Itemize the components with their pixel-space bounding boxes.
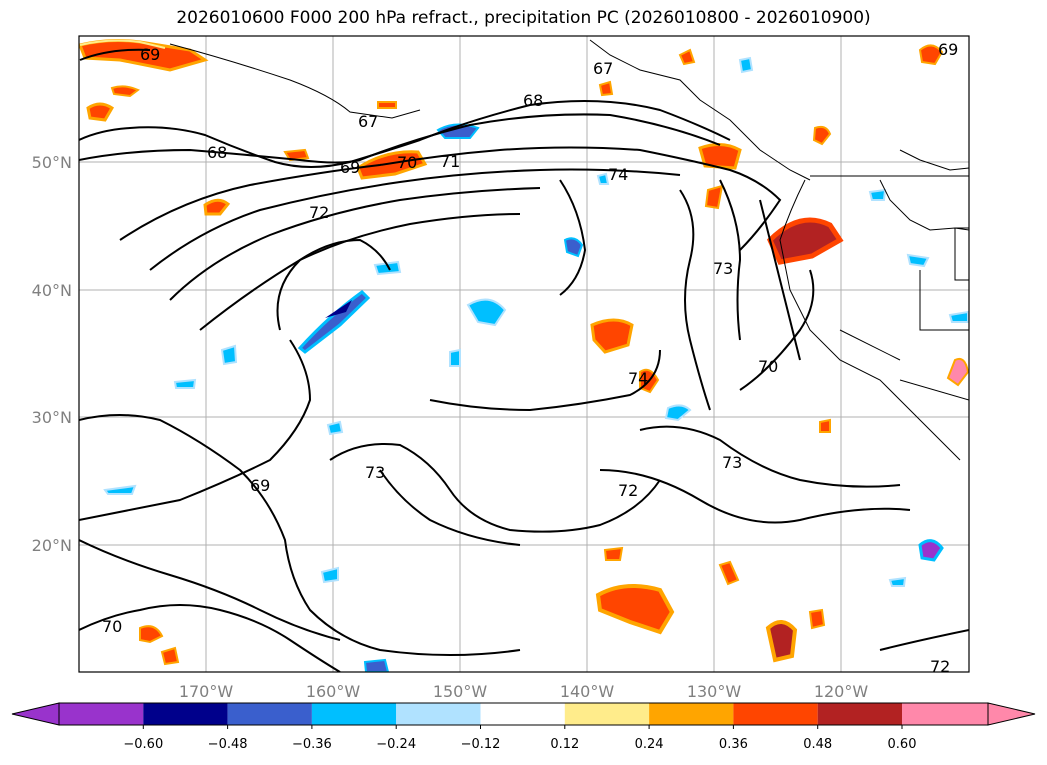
colorbar-tick-label: −0.48	[208, 737, 248, 752]
contour-label: 68	[207, 143, 227, 162]
contour-label: 74	[628, 369, 648, 388]
lon-tick-label: 130°W	[687, 682, 742, 701]
colorbar-segment	[227, 703, 312, 725]
colorbar-segment	[143, 703, 228, 725]
colorbar-tick-label: 0.24	[635, 737, 664, 752]
colorbar-extend-high	[987, 702, 1036, 726]
colorbar-segment	[649, 703, 734, 725]
contour-label: 74	[608, 165, 628, 184]
lat-tick-label: 20°N	[32, 536, 72, 555]
colorbar-tick-label: −0.24	[376, 737, 416, 752]
colorbar-segment	[480, 703, 565, 725]
lon-tick-label: 140°W	[560, 682, 615, 701]
lat-tick-labels: 50°N 40°N 30°N 20°N	[32, 153, 72, 555]
contour-label: 70	[397, 153, 417, 172]
colorbar-segment	[733, 703, 818, 725]
colorbar-segment	[396, 703, 481, 725]
contour-label: 69	[250, 476, 270, 495]
colorbar-tick-label: −0.36	[292, 737, 332, 752]
colorbar-frame	[58, 702, 989, 726]
contour-label: 73	[365, 463, 385, 482]
contour-label: 73	[713, 259, 733, 278]
lon-tick-label: 120°W	[814, 682, 869, 701]
contour-label: 72	[309, 203, 329, 222]
colorbar-tick-label: 0.60	[888, 737, 917, 752]
lat-tick-label: 30°N	[32, 408, 72, 427]
precip-positive-shading	[79, 39, 969, 666]
colorbar: −0.60 −0.48 −0.36 −0.24 −0.12 0.12 0.24 …	[11, 702, 1036, 752]
map-title: 2026010600 F000 200 hPa refract., precip…	[176, 8, 871, 28]
colorbar-tick-label: −0.12	[461, 737, 501, 752]
contour-label: 72	[618, 481, 638, 500]
lon-tick-label: 170°W	[179, 682, 234, 701]
lon-tick-label: 160°W	[306, 682, 361, 701]
lon-tick-labels: 170°W 160°W 150°W 140°W 130°W 120°W	[179, 682, 869, 701]
contour-label: 70	[102, 617, 122, 636]
colorbar-tick-label: 0.36	[719, 737, 748, 752]
colorbar-segment	[817, 703, 902, 725]
coastlines	[169, 39, 969, 461]
lat-tick-label: 40°N	[32, 281, 72, 300]
precip-negative-shading	[103, 56, 969, 672]
colorbar-segment	[311, 703, 397, 725]
colorbar-segment	[902, 703, 988, 725]
contour-label: 69	[938, 40, 958, 59]
contour-label: 69	[340, 158, 360, 177]
plot-frame	[78, 35, 970, 673]
lat-tick-label: 50°N	[32, 153, 72, 172]
colorbar-tick-label: 0.48	[803, 737, 832, 752]
colorbar-tick-label: 0.12	[550, 737, 579, 752]
contour-label: 68	[523, 91, 543, 110]
contour-label: 67	[358, 112, 378, 131]
contour-label: 67	[593, 59, 613, 78]
colorbar-segment	[59, 703, 144, 725]
contour-label: 73	[722, 453, 742, 472]
contour-label: 72	[930, 657, 950, 676]
colorbar-extend-low	[11, 702, 60, 726]
contour-labels: 69 68 67 69 70 71 72 74 73 70 74 73 72 7…	[102, 40, 958, 676]
colorbar-tick-label: −0.60	[123, 737, 163, 752]
contour-label: 69	[140, 45, 160, 64]
refractivity-contours	[79, 48, 969, 672]
contour-label: 70	[758, 357, 778, 376]
colorbar-segment	[564, 703, 650, 725]
plot-area	[79, 36, 969, 672]
lon-tick-label: 150°W	[433, 682, 488, 701]
gridlines	[79, 36, 969, 672]
contour-label: 71	[440, 152, 460, 171]
